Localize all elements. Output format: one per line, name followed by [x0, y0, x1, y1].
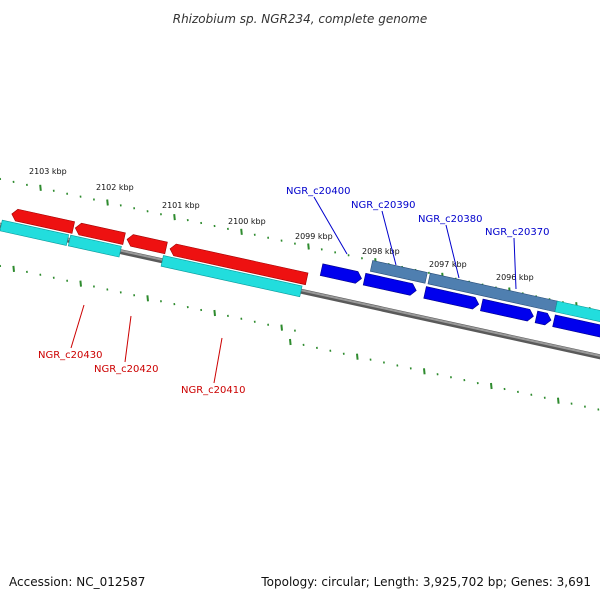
major-tick	[12, 265, 15, 272]
cds-cyan-3[interactable]	[160, 255, 303, 298]
scale-label: 2099 kbp	[295, 232, 333, 241]
gene-label[interactable]: NGR_c20420	[94, 364, 159, 375]
major-tick	[356, 353, 359, 360]
scale-label: 2100 kbp	[228, 217, 266, 226]
scale-label: 2102 kbp	[96, 183, 134, 192]
scale-label: 2098 kbp	[362, 247, 400, 256]
map-title: Rhizobium sp. NGR234, complete genome	[173, 12, 428, 26]
cds-cyan-4[interactable]	[554, 300, 600, 326]
cds-blue-6[interactable]	[552, 314, 600, 338]
gene-label[interactable]: NGR_c20410	[181, 385, 246, 396]
scale-label: 2103 kbp	[29, 167, 67, 176]
cds-blue-2[interactable]	[362, 272, 417, 296]
gene-label[interactable]: NGR_c20380	[418, 214, 483, 225]
major-tick	[307, 243, 310, 250]
cds-blue-1[interactable]	[319, 263, 363, 285]
cds-blue-4[interactable]	[480, 298, 534, 322]
gene-label[interactable]: NGR_c20430	[38, 350, 103, 361]
major-tick	[39, 184, 42, 191]
cds-features-left	[0, 208, 309, 298]
major-tick	[280, 324, 283, 331]
cds-blue-5[interactable]	[534, 310, 552, 326]
gene-labels: NGR_c20430 NGR_c20420 NGR_c20410 NGR_c20…	[38, 186, 550, 396]
major-tick	[557, 397, 560, 404]
cds-red-3[interactable]	[126, 233, 168, 255]
scale-label: 2096 kbp	[496, 273, 534, 282]
gene-label[interactable]: NGR_c20370	[485, 227, 550, 238]
cds-red-1[interactable]	[11, 208, 75, 234]
scale-label: 2097 kbp	[429, 260, 467, 269]
cds-cyan-2[interactable]	[67, 234, 122, 258]
major-tick	[106, 199, 109, 206]
label-leaders	[70, 196, 517, 384]
cds-red-4[interactable]	[169, 243, 309, 286]
major-tick	[490, 382, 493, 390]
major-tick	[146, 295, 149, 302]
cds-blue-3[interactable]	[423, 286, 480, 311]
gene-label[interactable]: NGR_c20400	[286, 186, 351, 197]
major-tick	[173, 214, 176, 221]
major-tick	[213, 309, 216, 317]
cds-red-2[interactable]	[74, 222, 126, 245]
scale-labels: 2103 kbp 2102 kbp 2101 kbp 2100 kbp 2099…	[29, 167, 534, 282]
topology-text: Topology: circular; Length: 3,925,702 bp…	[260, 575, 591, 589]
cds-cyan-1[interactable]	[0, 219, 70, 246]
major-tick	[79, 280, 82, 287]
major-tick	[289, 338, 292, 346]
accession-text: Accession: NC_012587	[9, 575, 145, 589]
major-tick	[240, 228, 243, 235]
cds-steel-1[interactable]	[369, 260, 428, 284]
cds-features-right	[319, 260, 600, 338]
scale-label: 2101 kbp	[162, 201, 200, 210]
gene-label[interactable]: NGR_c20390	[351, 200, 416, 211]
major-tick	[423, 368, 426, 375]
